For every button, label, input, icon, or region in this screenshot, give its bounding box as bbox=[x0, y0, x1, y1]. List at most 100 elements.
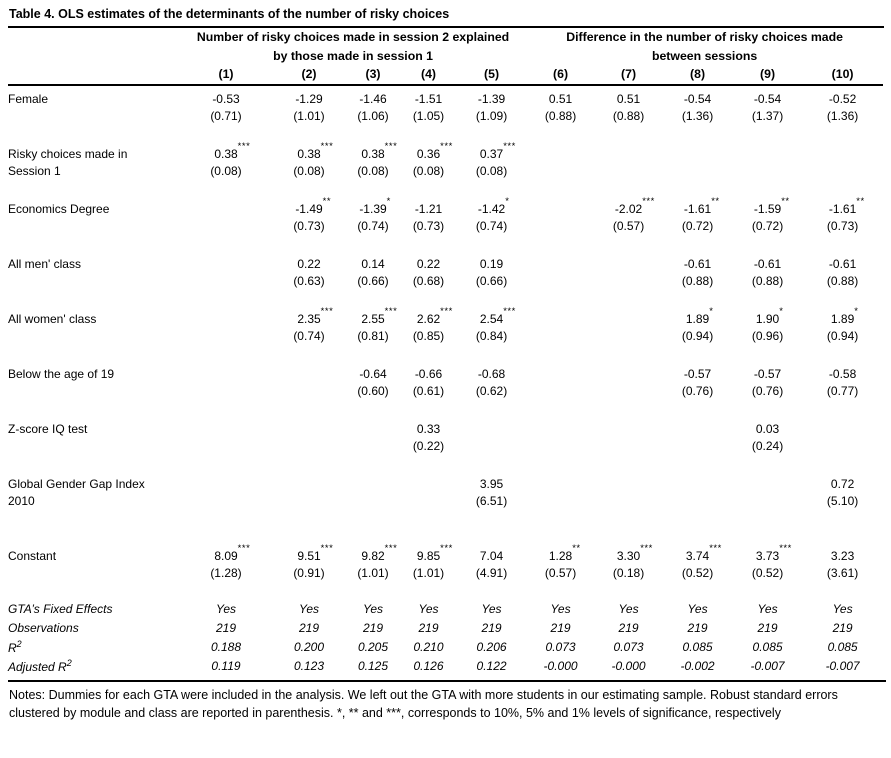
spacer-row bbox=[8, 581, 883, 599]
coef-cell bbox=[526, 420, 595, 437]
coef-cell: 0.38 *** bbox=[272, 141, 346, 162]
significance-stars: * bbox=[505, 195, 510, 207]
coef-cell bbox=[526, 365, 595, 382]
stats-value: Yes bbox=[362, 601, 383, 616]
se-cell: (0.60) bbox=[357, 383, 389, 398]
coef-cell: -1.39 * bbox=[346, 196, 400, 217]
se-cell bbox=[595, 327, 662, 344]
row-label-line2 bbox=[8, 327, 180, 344]
stats-value: 0.205 bbox=[357, 639, 389, 654]
coef-cell: -1.61 ** bbox=[802, 196, 883, 217]
se-cell: (0.85) bbox=[412, 328, 445, 343]
se-cell bbox=[733, 162, 802, 179]
spacer-row bbox=[8, 454, 883, 475]
row-label: Female bbox=[8, 91, 49, 106]
coef-value: 0.22 bbox=[297, 256, 321, 271]
coef-cell: -1.59 ** bbox=[733, 196, 802, 217]
coef-value: 2.54 *** bbox=[479, 305, 516, 326]
table-row: Global Gender Gap Index 3.95 0.72 bbox=[8, 475, 883, 492]
coef-value: 8.09 *** bbox=[214, 542, 251, 563]
coef-cell: 0.33 bbox=[400, 420, 457, 437]
spacer-row bbox=[8, 399, 883, 420]
se-cell: (0.96) bbox=[751, 328, 784, 343]
se-cell: (1.01) bbox=[357, 565, 389, 580]
se-cell: (0.61) bbox=[412, 383, 445, 398]
coef-cell bbox=[180, 420, 272, 437]
se-cell: (0.62) bbox=[475, 383, 508, 398]
coef-cell bbox=[595, 475, 662, 492]
significance-stars: *** bbox=[384, 140, 398, 152]
column-number: (7) bbox=[595, 66, 663, 86]
coef-cell: -1.46 bbox=[346, 90, 400, 107]
spacer-cell bbox=[8, 179, 883, 200]
coef-value: 1.28 ** bbox=[548, 542, 581, 563]
coef-cell bbox=[400, 475, 457, 492]
stats-value: -0.000 bbox=[543, 658, 578, 673]
coef-cell: 9.82 *** bbox=[346, 543, 400, 564]
group-header-session2-line1: Number of risky choices made in session … bbox=[196, 30, 510, 44]
stats-label: Adjusted R2 bbox=[8, 657, 72, 674]
group-header-spacer bbox=[8, 28, 180, 66]
coef-value: -0.52 bbox=[828, 91, 857, 106]
coef-value: -1.21 bbox=[414, 201, 443, 216]
coef-value: -1.61 ** bbox=[683, 195, 720, 216]
coef-cell bbox=[733, 475, 802, 492]
stats-value: 0.119 bbox=[211, 658, 241, 673]
coef-cell bbox=[595, 365, 662, 382]
se-cell: (3.61) bbox=[826, 565, 859, 580]
significance-stars: *** bbox=[237, 140, 251, 152]
se-cell: (0.08) bbox=[357, 163, 389, 178]
coef-cell: 1.89 * bbox=[802, 306, 883, 327]
coef-value: 0.03 bbox=[755, 421, 780, 436]
table-row-se: (0.60) (0.61) (0.62) (0.76) (0.76) (0.77) bbox=[8, 382, 883, 399]
coef-cell bbox=[272, 420, 346, 437]
stats-value: Yes bbox=[832, 601, 853, 616]
se-cell bbox=[662, 437, 733, 454]
document-page: Table 4. OLS estimates of the determinan… bbox=[8, 7, 886, 722]
se-cell: (0.57) bbox=[544, 565, 577, 580]
row-label: All men' class bbox=[8, 256, 81, 271]
coef-cell: 2.62 *** bbox=[400, 306, 457, 327]
coef-value: 9.51 *** bbox=[297, 542, 334, 563]
coef-value: -0.57 bbox=[683, 366, 712, 381]
coef-value: 0.38 *** bbox=[214, 140, 251, 161]
coef-cell bbox=[526, 200, 595, 217]
coef-cell: -0.61 bbox=[662, 255, 733, 272]
stats-value: 0.085 bbox=[827, 639, 858, 654]
stats-value: 0.206 bbox=[476, 639, 507, 654]
row-label: Z-score IQ test bbox=[8, 421, 88, 436]
se-cell bbox=[662, 162, 733, 179]
se-cell: (0.66) bbox=[357, 273, 389, 288]
significance-stars: *** bbox=[237, 542, 251, 554]
stats-label: Observations bbox=[8, 620, 79, 635]
se-cell bbox=[400, 492, 457, 509]
group-header-difference: Difference in the number of risky choice… bbox=[526, 28, 883, 66]
stats-value: Yes bbox=[481, 601, 502, 616]
table-notes: Notes: Dummies for each GTA were include… bbox=[8, 680, 886, 722]
stats-value: Yes bbox=[418, 601, 439, 616]
table-row: Below the age of 19 -0.64 -0.66 -0.68 -0.57 -… bbox=[8, 365, 883, 382]
coef-value: 0.36 *** bbox=[416, 140, 453, 161]
coef-value: -1.49 ** bbox=[295, 195, 332, 216]
coef-cell: 1.90 * bbox=[733, 306, 802, 327]
row-label: Risky choices made in bbox=[8, 146, 128, 161]
significance-stars: ** bbox=[856, 195, 865, 207]
spacer-cell bbox=[8, 234, 883, 255]
stats-value: 219 bbox=[215, 620, 237, 635]
se-cell bbox=[180, 382, 272, 399]
coef-cell: -0.68 bbox=[457, 365, 526, 382]
coef-cell: -1.29 bbox=[272, 90, 346, 107]
significance-stars: *** bbox=[779, 542, 792, 554]
stats-value: 219 bbox=[362, 620, 384, 635]
se-cell: (0.88) bbox=[612, 108, 645, 123]
row-label-line2 bbox=[8, 217, 180, 234]
se-cell: (0.72) bbox=[681, 218, 714, 233]
se-cell: (0.08) bbox=[475, 163, 508, 178]
spacer-row bbox=[8, 179, 883, 200]
stats-row: R2 0.188 0.200 0.205 0.210 0.206 0.073 0.073 0.0… bbox=[8, 637, 883, 656]
stats-value: 0.188 bbox=[210, 639, 242, 654]
coef-cell bbox=[526, 145, 595, 162]
table-row: Female -0.53 -1.29 -1.46 -1.51 -1.39 0.51 0.51 -… bbox=[8, 90, 883, 107]
se-cell: (0.77) bbox=[826, 383, 859, 398]
significance-stars: * bbox=[854, 305, 859, 317]
